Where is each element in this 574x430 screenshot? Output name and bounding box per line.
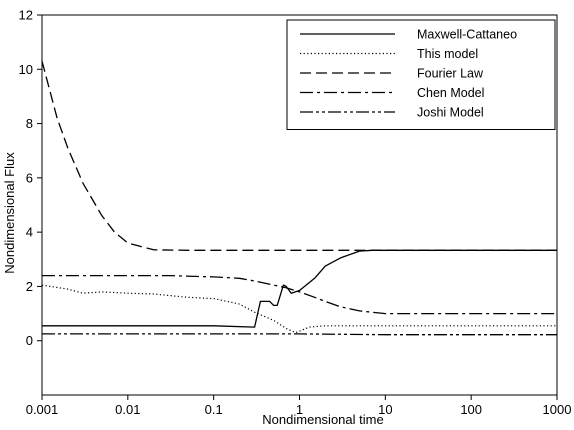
- y-tick-label: 10: [19, 62, 33, 77]
- y-tick-label: 0: [26, 333, 33, 348]
- series-line-fourier-law: [41, 60, 557, 251]
- x-tick-label: 1: [296, 402, 303, 417]
- legend: Maxwell-Cattaneo This model Fourier Law Che…: [286, 19, 556, 130]
- x-tick-label: 1000: [543, 402, 572, 417]
- series-line-chen-model: [42, 274, 557, 315]
- axes: 0.001 0.01 0.1 1 10 100 1000 0 2 4 6 8 10 12: [19, 8, 572, 418]
- x-axis-title: Nondimensional time: [262, 412, 383, 427]
- x-tick-label: 0.01: [115, 402, 140, 417]
- legend-label: This model: [417, 47, 478, 61]
- x-tick-label: 10: [378, 402, 392, 417]
- y-tick-label: 6: [26, 170, 33, 185]
- legend-label: Maxwell-Cattaneo: [417, 28, 517, 42]
- x-tick-label: 0.001: [26, 402, 59, 417]
- y-tick-label: 8: [26, 116, 33, 131]
- legend-label: Fourier Law: [417, 67, 484, 81]
- legend-label: Chen Model: [417, 86, 484, 100]
- series-line-this-model: [41, 284, 557, 334]
- legend-label: Joshi Model: [417, 106, 484, 120]
- x-tick-label: 100: [460, 402, 482, 417]
- y-tick-label: 12: [19, 8, 33, 23]
- series-lines: [41, 60, 557, 336]
- series-line-joshi-model: [42, 333, 557, 336]
- legend-box: [286, 19, 556, 130]
- x-tick-label: 0.1: [205, 402, 223, 417]
- y-axis-title: Nondimensional Flux: [2, 152, 17, 274]
- series-line-maxwell-cattaneo: [42, 249, 557, 328]
- y-tick-label: 4: [26, 225, 33, 240]
- y-tick-label: 2: [26, 279, 33, 294]
